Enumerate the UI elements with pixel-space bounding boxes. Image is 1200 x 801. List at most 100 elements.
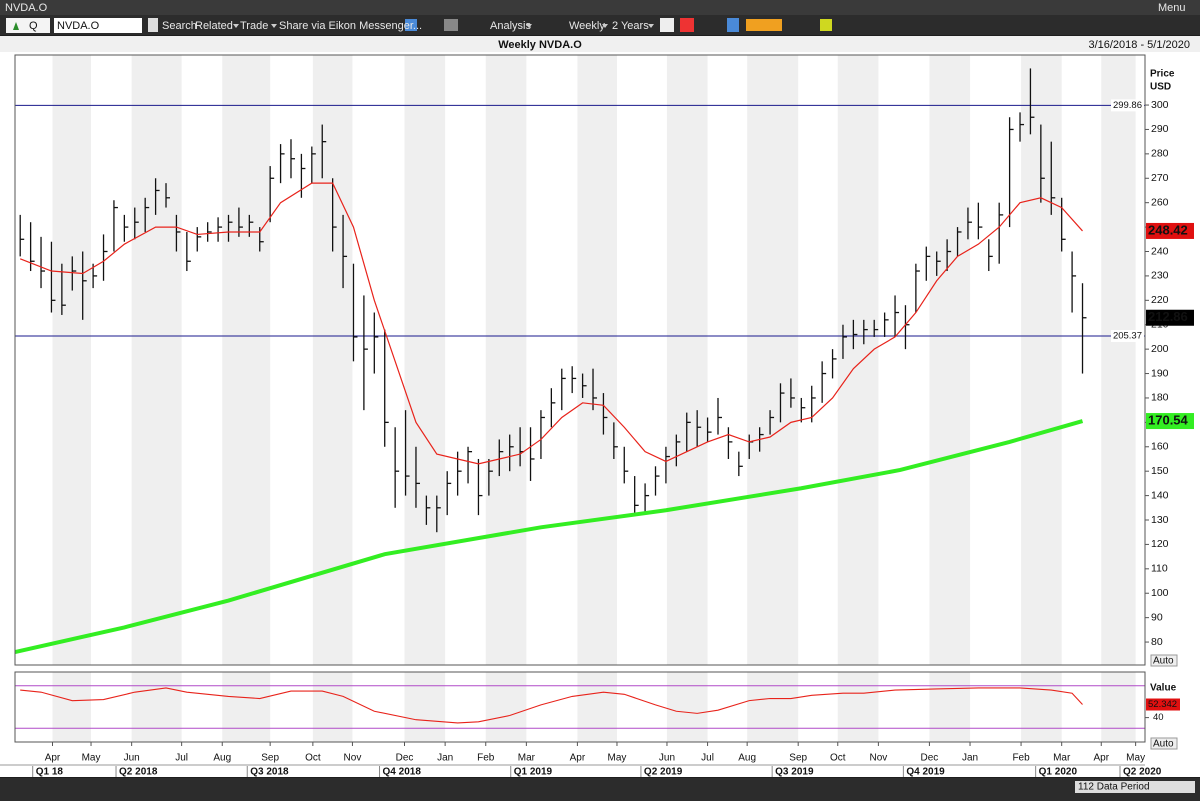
- last-value-label: 170.54: [1148, 412, 1189, 427]
- status-bar: [0, 778, 1200, 801]
- quarter-label: Q4 2019: [906, 767, 945, 778]
- toolbar-item[interactable]: Share via Eikon Messenger...: [279, 20, 422, 32]
- chart-icon[interactable]: [660, 18, 674, 32]
- folder-icon[interactable]: [444, 19, 458, 31]
- month-band: [837, 55, 879, 665]
- chart-icon[interactable]: [680, 18, 694, 32]
- date-range: 3/16/2018 - 5/1/2020: [1088, 39, 1190, 51]
- auto-label: Auto: [1153, 656, 1174, 667]
- month-band: [131, 672, 182, 742]
- symbol-input[interactable]: [54, 18, 142, 33]
- month-band: [404, 55, 446, 665]
- data-period: 112 Data Period: [1078, 782, 1150, 793]
- search-mode: Q: [29, 20, 38, 32]
- last-value-tag: [1146, 222, 1194, 239]
- x-tick-label: Mar: [518, 753, 536, 764]
- toolbar-item[interactable]: Weekly: [569, 20, 605, 32]
- last-value-tag: [1146, 698, 1180, 711]
- search-icon: [148, 18, 158, 32]
- x-tick-label: Nov: [344, 753, 362, 764]
- y-tick-label: 290: [1151, 123, 1169, 135]
- quarter-label: Q3 2018: [250, 767, 289, 778]
- y-tick-label: 270: [1151, 172, 1169, 184]
- y-tick-label: 40: [1153, 712, 1164, 723]
- month-band: [577, 672, 617, 742]
- quarter-label: Q4 2018: [383, 767, 422, 778]
- x-tick-label: Jan: [962, 753, 978, 764]
- month-band: [929, 672, 971, 742]
- month-band: [222, 672, 271, 742]
- x-tick-label: Sep: [261, 753, 279, 764]
- month-band: [404, 672, 446, 742]
- toolbar-item[interactable]: Trade: [240, 20, 268, 32]
- month-band: [222, 55, 271, 665]
- month-band: [1101, 55, 1136, 665]
- x-tick-label: Dec: [396, 753, 414, 764]
- undo-icon[interactable]: [405, 19, 417, 31]
- search-mode-box[interactable]: [6, 18, 50, 33]
- reference-label: 299.86: [1113, 100, 1142, 111]
- auto-button[interactable]: [1150, 654, 1178, 667]
- y-axis-label: Price: [1150, 69, 1175, 80]
- y-tick-label: 260: [1151, 196, 1169, 208]
- plot: Apr May Jun Jul Aug Sep Oct Nov Dec Jan Feb Mar Apr M…: [14, 55, 1169, 778]
- month-band: [485, 672, 527, 742]
- month-band: [666, 672, 708, 742]
- y-tick-label: 100: [1151, 587, 1169, 599]
- month-band: [1101, 672, 1136, 742]
- x-tick-label: Aug: [213, 753, 231, 764]
- quarter-label: Q2 2018: [119, 767, 158, 778]
- month-band: [747, 55, 799, 665]
- month-band: [577, 55, 617, 665]
- line-series: [20, 687, 1083, 724]
- y-tick-label: 240: [1151, 245, 1169, 257]
- arrow-icons[interactable]: [746, 19, 782, 31]
- draw-icon[interactable]: [820, 19, 832, 31]
- x-tick-label: Feb: [1012, 753, 1030, 764]
- x-tick-label: Apr: [570, 753, 586, 764]
- menu-button[interactable]: Menu: [1158, 2, 1186, 14]
- x-tick-label: Jul: [701, 753, 714, 764]
- x-tick-label: May: [82, 753, 101, 764]
- chart-title: Weekly NVDA.O: [498, 39, 582, 51]
- title-bar: [0, 0, 1200, 15]
- y-tick-label: 90: [1151, 611, 1163, 623]
- x-tick-label: Oct: [830, 753, 846, 764]
- auto-label: Auto: [1153, 739, 1174, 750]
- x-tick-label: Oct: [305, 753, 321, 764]
- quarter-label: Q1 2020: [1039, 767, 1078, 778]
- x-tick-label: Feb: [477, 753, 495, 764]
- auto-button[interactable]: [1150, 737, 1178, 750]
- data-period-box: [1075, 781, 1195, 793]
- indicator-border: [14, 671, 1146, 743]
- y-tick-label: 230: [1151, 270, 1169, 282]
- month-band: [52, 55, 92, 665]
- dropdown-arrow: [602, 24, 608, 28]
- dropdown-arrow: [233, 24, 239, 28]
- up-icon: [13, 22, 19, 30]
- quarter-label: Q1 2019: [514, 767, 553, 778]
- toolbar-item[interactable]: Analysis: [490, 20, 531, 32]
- last-value-tag: [1146, 309, 1194, 326]
- y-tick-label: 110: [1151, 563, 1168, 575]
- month-band: [485, 55, 527, 665]
- month-band: [131, 55, 182, 665]
- y-tick-label: 300: [1151, 99, 1169, 111]
- x-tick-label: Jun: [124, 753, 140, 764]
- plot-border: [14, 54, 1146, 666]
- y-tick-label: 130: [1151, 514, 1169, 526]
- toolbar-item[interactable]: Related: [195, 20, 233, 32]
- y-tick-label: 160: [1151, 441, 1169, 453]
- dropdown-arrow: [526, 24, 532, 28]
- toolbar: [0, 15, 1200, 35]
- x-tick-label: May: [1126, 753, 1145, 764]
- layout-icon[interactable]: [727, 18, 739, 32]
- x-tick-label: Nov: [869, 753, 887, 764]
- month-band: [52, 672, 92, 742]
- month-band: [929, 55, 971, 665]
- toolbar-item[interactable]: Search: [162, 20, 197, 32]
- x-tick-label: Apr: [1093, 753, 1109, 764]
- toolbar-item[interactable]: 2 Years: [612, 20, 649, 32]
- x-tick-label: Jun: [659, 753, 675, 764]
